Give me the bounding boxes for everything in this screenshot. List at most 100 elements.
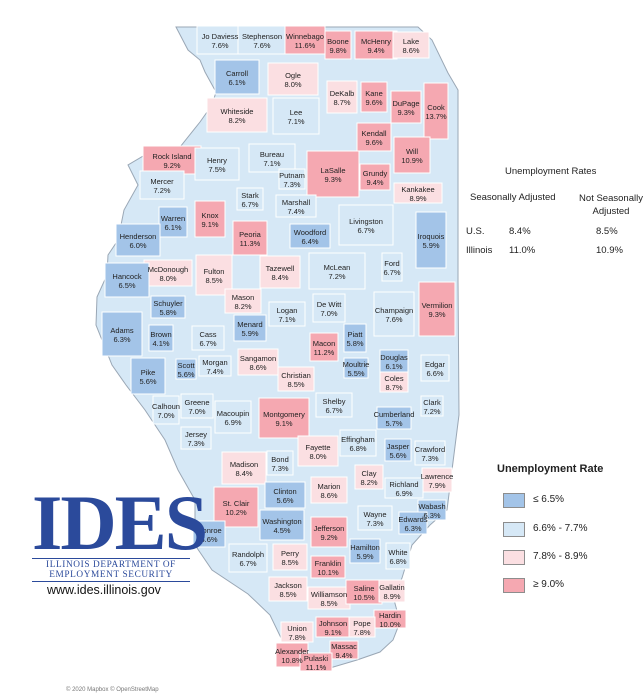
county-mason[interactable]	[224, 288, 262, 314]
county-massac[interactable]	[329, 640, 359, 660]
county-scott[interactable]	[175, 358, 197, 380]
county-cook[interactable]	[423, 82, 449, 140]
county-rate-mchenry: 9.4%	[367, 46, 384, 55]
county-greene[interactable]	[180, 393, 214, 419]
county-lawrence[interactable]	[421, 467, 453, 493]
county-jo-daviess[interactable]	[196, 25, 244, 55]
county-edgar[interactable]	[420, 354, 450, 382]
county-union[interactable]	[280, 621, 314, 643]
county-edwards[interactable]	[398, 511, 428, 535]
county-cass[interactable]	[191, 325, 225, 351]
county-wayne[interactable]	[357, 505, 393, 531]
county-carroll[interactable]	[214, 59, 260, 95]
county-boone[interactable]	[324, 30, 352, 60]
county-kendall[interactable]	[356, 122, 392, 152]
county-washington[interactable]	[259, 509, 305, 541]
county-marion[interactable]	[310, 476, 348, 504]
county-moultrie[interactable]	[343, 357, 369, 379]
county-montgomery[interactable]	[258, 397, 310, 439]
county-woodford[interactable]	[289, 223, 331, 249]
county-lee[interactable]	[272, 97, 320, 135]
county-lasalle[interactable]	[306, 150, 360, 198]
website-link[interactable]: www.ides.illinois.gov	[47, 583, 161, 597]
county-jersey[interactable]	[180, 426, 212, 450]
county-macon[interactable]	[309, 332, 339, 362]
county-cumberland[interactable]	[376, 406, 412, 430]
county-jackson[interactable]	[268, 576, 308, 602]
county-fulton[interactable]	[195, 254, 233, 296]
county-hamilton[interactable]	[349, 538, 381, 564]
county-lake[interactable]	[392, 31, 430, 59]
county-putnam[interactable]	[278, 168, 306, 190]
county-grundy[interactable]	[359, 163, 391, 191]
county-mclean[interactable]	[308, 252, 366, 290]
county-clark[interactable]	[420, 395, 444, 417]
row-illinois-label: Illinois	[466, 245, 493, 256]
county-st-clair[interactable]	[213, 486, 259, 528]
county-name-gallatin: Gallatin	[379, 583, 404, 592]
county-peoria[interactable]	[232, 220, 268, 256]
county-macoupin[interactable]	[214, 400, 252, 434]
county-bond[interactable]	[266, 450, 294, 476]
county-name-greene: Greene	[184, 398, 209, 407]
county-sangamon[interactable]	[237, 348, 279, 376]
county-livingston[interactable]	[338, 204, 394, 246]
county-tazewell[interactable]	[259, 255, 301, 289]
county-whiteside[interactable]	[206, 97, 268, 133]
county-shelby[interactable]	[315, 392, 353, 418]
county-knox[interactable]	[194, 200, 226, 238]
county-dupage[interactable]	[390, 90, 422, 124]
county-name-perry: Perry	[281, 549, 299, 558]
county-richland[interactable]	[384, 477, 424, 499]
county-piatt[interactable]	[343, 323, 367, 353]
county-hancock[interactable]	[104, 262, 150, 298]
county-rate-henderson: 6.0%	[129, 241, 146, 250]
county-white[interactable]	[385, 542, 411, 570]
county-rate-kendall: 9.6%	[365, 138, 382, 147]
county-winnebago[interactable]	[284, 25, 326, 55]
county-iroquois[interactable]	[415, 211, 447, 269]
county-pike[interactable]	[130, 357, 166, 395]
county-champaign[interactable]	[373, 291, 415, 337]
county-logan[interactable]	[268, 301, 306, 327]
county-calhoun[interactable]	[152, 395, 180, 425]
county-clay[interactable]	[354, 464, 384, 490]
county-bureau[interactable]	[248, 143, 296, 173]
county-effingham[interactable]	[339, 429, 377, 457]
county-crawford[interactable]	[414, 440, 446, 466]
county-ogle[interactable]	[267, 62, 319, 96]
county-warren[interactable]	[158, 206, 188, 238]
county-franklin[interactable]	[310, 555, 346, 579]
county-ford[interactable]	[381, 252, 403, 282]
county-de-witt[interactable]	[312, 293, 346, 323]
county-randolph[interactable]	[228, 543, 268, 573]
county-gallatin[interactable]	[378, 579, 406, 603]
county-rock-island[interactable]	[142, 145, 202, 175]
county-jefferson[interactable]	[310, 516, 348, 548]
county-christian[interactable]	[277, 366, 315, 392]
county-henry[interactable]	[194, 147, 240, 181]
county-jasper[interactable]	[384, 438, 412, 462]
county-henderson[interactable]	[115, 223, 161, 257]
county-dekalb[interactable]	[326, 80, 358, 114]
county-perry[interactable]	[272, 543, 308, 571]
county-kane[interactable]	[360, 81, 388, 113]
county-adams[interactable]	[101, 311, 143, 357]
county-pulaski[interactable]	[299, 652, 333, 672]
county-madison[interactable]	[221, 451, 267, 485]
county-fayette[interactable]	[297, 435, 339, 467]
county-stark[interactable]	[236, 187, 264, 211]
county-brown[interactable]	[148, 324, 174, 352]
county-morgan[interactable]	[198, 355, 232, 377]
county-vermilion[interactable]	[418, 281, 456, 337]
county-coles[interactable]	[379, 371, 409, 393]
county-monroe[interactable]	[192, 520, 226, 548]
county-will[interactable]	[393, 136, 431, 174]
county-kankakee[interactable]	[393, 182, 443, 204]
county-pope[interactable]	[348, 616, 376, 638]
county-menard[interactable]	[233, 314, 267, 342]
county-mercer[interactable]	[139, 170, 185, 200]
county-marshall[interactable]	[275, 194, 317, 218]
county-clinton[interactable]	[264, 481, 306, 509]
county-schuyler[interactable]	[150, 295, 186, 319]
